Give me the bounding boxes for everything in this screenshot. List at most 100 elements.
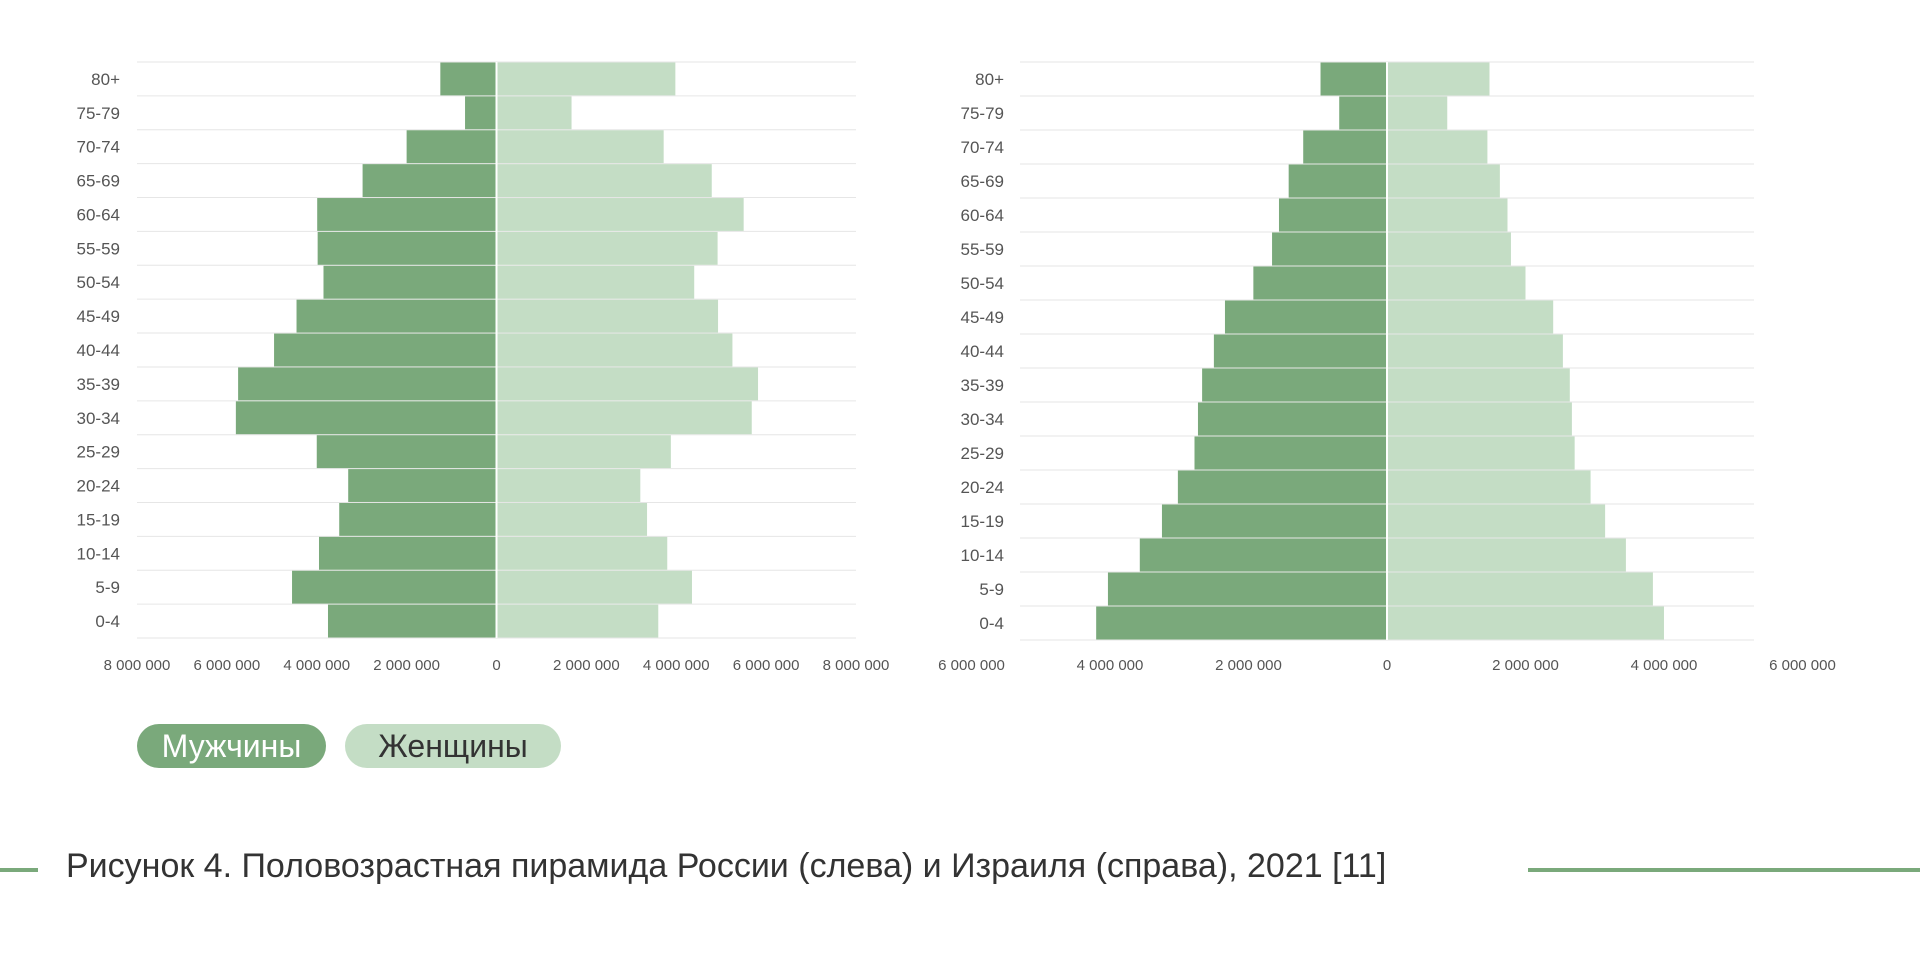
legend-women: Женщины xyxy=(345,724,561,768)
bar-women-80+ xyxy=(1387,62,1490,96)
category-label: 25-29 xyxy=(961,444,1004,463)
bar-men-65-69 xyxy=(1288,164,1387,198)
bar-men-25-29 xyxy=(316,435,497,469)
category-label: 75-79 xyxy=(77,104,120,123)
bar-women-0-4 xyxy=(496,604,659,638)
bar-women-75-79 xyxy=(1387,96,1448,130)
bar-women-80+ xyxy=(496,62,676,96)
category-label: 30-34 xyxy=(961,410,1004,429)
bar-men-15-19 xyxy=(339,502,497,536)
x-tick-label: 0 xyxy=(1383,657,1391,674)
legend-men: Мужчины xyxy=(137,724,326,768)
x-tick-label: 4 000 000 xyxy=(1631,657,1698,674)
category-label: 70-74 xyxy=(77,138,120,157)
bar-women-15-19 xyxy=(1387,504,1606,538)
bar-women-65-69 xyxy=(496,164,712,198)
category-label: 80+ xyxy=(975,70,1004,89)
bar-women-45-49 xyxy=(496,299,719,333)
bar-men-0-4 xyxy=(1096,606,1387,640)
bar-women-30-34 xyxy=(496,401,752,435)
bar-women-0-4 xyxy=(1387,606,1664,640)
bar-women-5-9 xyxy=(1387,572,1653,606)
bar-women-40-44 xyxy=(496,333,733,367)
category-label: 0-4 xyxy=(979,614,1004,633)
bar-women-50-54 xyxy=(496,265,695,299)
category-label: 10-14 xyxy=(961,546,1004,565)
bar-women-20-24 xyxy=(1387,470,1591,504)
russia-pyramid-chart: 0-4 5-9 10-14 15-19 20-24 25-29 30-34 35-39 40-4… xyxy=(77,61,890,674)
x-tick-label: 0 xyxy=(492,657,500,674)
category-label: 70-74 xyxy=(961,138,1004,157)
category-label: 15-19 xyxy=(77,510,120,529)
bar-men-55-59 xyxy=(317,231,497,265)
figure-caption: Рисунок 4. Половозрастная пирамида Росси… xyxy=(66,847,1387,885)
category-label: 0-4 xyxy=(95,612,120,631)
bar-men-75-79 xyxy=(1339,96,1387,130)
x-tick-label: 2 000 000 xyxy=(1215,657,1282,674)
bar-men-45-49 xyxy=(296,299,497,333)
bar-men-35-39 xyxy=(1202,368,1387,402)
bar-men-20-24 xyxy=(1177,470,1387,504)
bar-women-70-74 xyxy=(496,130,664,164)
bar-women-75-79 xyxy=(496,96,572,130)
category-label: 30-34 xyxy=(77,409,120,428)
bar-women-70-74 xyxy=(1387,130,1488,164)
category-label: 5-9 xyxy=(979,580,1004,599)
x-tick-label: 2 000 000 xyxy=(1492,657,1559,674)
bar-women-60-64 xyxy=(1387,198,1508,232)
category-label: 35-39 xyxy=(961,376,1004,395)
bar-men-20-24 xyxy=(348,469,497,502)
bar-men-25-29 xyxy=(1194,436,1387,470)
category-label: 40-44 xyxy=(77,341,120,360)
category-label: 45-49 xyxy=(77,307,120,326)
category-label: 25-29 xyxy=(77,443,120,462)
bar-men-70-74 xyxy=(406,130,497,164)
bar-women-55-59 xyxy=(496,231,718,265)
decorative-line-left xyxy=(0,868,38,872)
bar-women-5-9 xyxy=(496,570,692,604)
category-label: 65-69 xyxy=(77,172,120,191)
bar-women-45-49 xyxy=(1387,300,1554,334)
bar-men-75-79 xyxy=(465,96,497,130)
category-label: 10-14 xyxy=(77,544,120,563)
bar-men-80+ xyxy=(1320,62,1387,96)
category-label: 55-59 xyxy=(77,239,120,258)
bar-men-35-39 xyxy=(238,367,497,401)
bar-men-45-49 xyxy=(1224,300,1387,334)
bar-men-30-34 xyxy=(235,401,497,435)
bar-men-60-64 xyxy=(1278,198,1387,232)
bar-women-60-64 xyxy=(496,198,744,231)
category-label: 80+ xyxy=(91,70,120,89)
bar-men-5-9 xyxy=(1107,572,1387,606)
category-label: 20-24 xyxy=(77,477,120,496)
x-tick-label: 8 000 000 xyxy=(823,657,890,674)
category-label: 15-19 xyxy=(961,512,1004,531)
category-label: 60-64 xyxy=(961,206,1004,225)
bar-women-55-59 xyxy=(1387,232,1511,266)
bar-women-65-69 xyxy=(1387,164,1500,198)
bar-men-60-64 xyxy=(317,198,497,231)
bar-men-5-9 xyxy=(292,570,497,604)
bar-men-50-54 xyxy=(1253,266,1387,300)
x-tick-label: 4 000 000 xyxy=(1077,657,1144,674)
bar-women-15-19 xyxy=(496,502,648,536)
bar-men-70-74 xyxy=(1303,130,1387,164)
bar-women-35-39 xyxy=(496,367,759,401)
category-label: 50-54 xyxy=(961,274,1004,293)
bar-men-65-69 xyxy=(362,164,497,198)
decorative-line-right xyxy=(1528,868,1920,872)
bar-men-10-14 xyxy=(318,536,497,570)
bar-women-10-14 xyxy=(496,536,668,570)
x-tick-label: 2 000 000 xyxy=(373,657,440,674)
bar-women-10-14 xyxy=(1387,538,1626,572)
bar-men-15-19 xyxy=(1161,504,1387,538)
x-tick-label: 6 000 000 xyxy=(938,657,1005,674)
bar-women-20-24 xyxy=(496,469,641,502)
bar-men-55-59 xyxy=(1272,232,1387,266)
category-label: 50-54 xyxy=(77,273,120,292)
bar-women-50-54 xyxy=(1387,266,1526,300)
category-label: 45-49 xyxy=(961,308,1004,327)
bar-women-35-39 xyxy=(1387,368,1570,402)
israel-pyramid-chart: 0-4 5-9 10-14 15-19 20-24 25-29 30-34 35-39 40-4… xyxy=(938,61,1836,674)
charts-canvas: 0-4 5-9 10-14 15-19 20-24 25-29 30-34 35-39 40-4… xyxy=(77,61,1836,674)
